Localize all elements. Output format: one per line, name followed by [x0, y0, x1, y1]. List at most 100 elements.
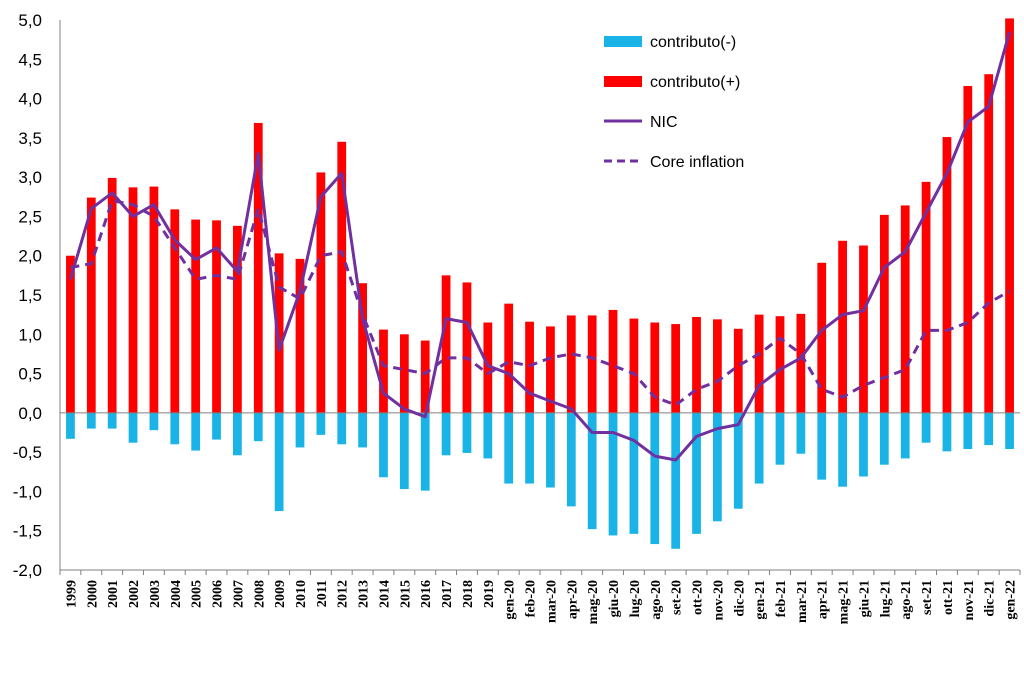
x-tick-label: mar-21 [795, 580, 810, 623]
x-tick-label: 2012 [336, 580, 351, 608]
bar-neg-1999 [66, 412, 75, 439]
y-tick-label: -1,5 [13, 522, 42, 541]
x-tick-label: gen-21 [753, 580, 768, 620]
x-tick-label: 2004 [169, 580, 184, 608]
x-tick-label: set-20 [670, 580, 685, 615]
bar-neg-apr-20 [566, 412, 576, 507]
contributo-pos-series [66, 18, 1014, 413]
bar-neg-mag-21 [838, 412, 847, 487]
legend-label-core: Core inflation [650, 154, 744, 171]
bar-neg-2009 [274, 412, 284, 512]
bar-neg-giu-20 [608, 412, 618, 536]
y-tick-label: 1,5 [18, 286, 42, 305]
y-tick-label: -0,5 [13, 443, 42, 462]
bar-pos-dic-20 [733, 328, 743, 413]
x-tick-label: 2009 [273, 580, 288, 608]
bar-neg-2013 [358, 412, 367, 448]
chart-axes [59, 20, 1021, 575]
bar-neg-2002 [128, 412, 138, 443]
x-tick-label: 2013 [357, 580, 372, 608]
bar-neg-2004 [170, 412, 180, 445]
x-tick-label: dic-21 [983, 580, 998, 617]
x-tick-label: dic-20 [732, 580, 747, 617]
x-tick-label: 2011 [315, 580, 330, 607]
x-tick-label: 2000 [85, 580, 100, 608]
y-tick-label: 4,5 [18, 50, 42, 69]
x-tick-label: giu-21 [857, 580, 872, 617]
x-tick-label: feb-20 [524, 580, 539, 617]
bar-pos-lug-21 [879, 214, 889, 413]
y-tick-label: 4,0 [18, 90, 42, 109]
bar-pos-2010 [295, 258, 305, 413]
x-tick-label: 2017 [440, 580, 455, 608]
bar-neg-2008 [253, 412, 263, 442]
y-tick-label: -1,0 [13, 482, 42, 501]
core-inflation-line [70, 198, 1011, 407]
bar-pos-2012 [337, 141, 347, 413]
x-tick-label: nov-21 [962, 580, 977, 620]
bar-neg-set-20 [671, 412, 681, 549]
x-tick-label: feb-21 [774, 580, 789, 617]
bar-pos-2009 [274, 253, 284, 413]
bar-pos-1999 [66, 255, 75, 413]
x-tick-label: mag-21 [837, 580, 852, 624]
bar-neg-gen-20 [504, 412, 514, 484]
bar-pos-2019 [483, 322, 493, 413]
y-tick-label: -2,0 [13, 561, 42, 580]
x-tick-label: 2019 [482, 580, 497, 608]
x-tick-label: ago-21 [899, 580, 914, 620]
x-tick-label: mar-20 [544, 580, 559, 623]
bar-neg-2010 [295, 412, 305, 448]
x-tick-label: 2018 [461, 580, 476, 608]
legend-label-nic: NIC [650, 114, 678, 131]
bar-pos-2011 [316, 172, 326, 413]
x-tick-label: 2005 [190, 580, 205, 608]
bar-neg-feb-21 [775, 412, 785, 465]
x-tick-label: 2003 [148, 580, 163, 608]
bar-neg-2012 [337, 412, 347, 445]
bar-pos-set-21 [921, 181, 931, 413]
bar-neg-2017 [441, 412, 451, 456]
x-tick-label: apr-20 [565, 580, 580, 619]
x-tick-label: 1999 [64, 580, 79, 608]
bar-pos-2017 [441, 275, 451, 413]
x-tick-label: mag-20 [586, 580, 601, 624]
bar-pos-mag-20 [587, 315, 597, 413]
y-tick-label: 1,0 [18, 325, 42, 344]
bar-pos-ott-21 [942, 137, 952, 413]
bar-pos-nov-20 [713, 319, 722, 413]
x-tick-label: giu-20 [607, 580, 622, 617]
x-tick-label: 2014 [377, 580, 392, 608]
x-tick-label: nov-20 [711, 580, 726, 620]
bar-pos-2004 [170, 209, 180, 413]
bar-pos-2003 [149, 186, 159, 413]
bar-neg-2015 [399, 412, 409, 490]
x-tick-label: gen-22 [1004, 580, 1019, 620]
y-tick-label: 3,0 [18, 168, 42, 187]
bar-pos-apr-21 [817, 262, 827, 413]
bar-pos-nov-21 [963, 86, 973, 413]
bar-pos-apr-20 [566, 315, 576, 413]
bar-neg-giu-21 [859, 412, 868, 477]
bar-pos-2006 [212, 220, 221, 413]
bar-pos-giu-20 [608, 309, 618, 413]
bar-pos-giu-21 [859, 245, 868, 413]
bar-pos-2000 [86, 197, 96, 413]
bar-neg-2007 [233, 412, 242, 456]
bar-pos-lug-20 [629, 318, 639, 413]
y-tick-label: 0,0 [18, 404, 42, 423]
x-tick-label: 2007 [231, 580, 246, 608]
y-tick-label: 2,5 [18, 207, 42, 226]
bar-neg-set-21 [921, 412, 931, 443]
bar-pos-gen-22 [1005, 18, 1014, 413]
x-tick-label: 2002 [127, 580, 142, 608]
bar-neg-mar-21 [796, 412, 806, 454]
legend-swatch-contributo-pos [604, 76, 642, 87]
bar-pos-gen-21 [754, 314, 764, 413]
x-tick-label: lug-20 [628, 580, 643, 617]
x-tick-label: 2015 [398, 580, 413, 608]
bar-neg-apr-21 [817, 412, 827, 480]
bar-pos-mar-20 [546, 326, 555, 413]
bar-neg-ago-20 [650, 412, 660, 545]
bar-pos-2015 [399, 334, 409, 413]
